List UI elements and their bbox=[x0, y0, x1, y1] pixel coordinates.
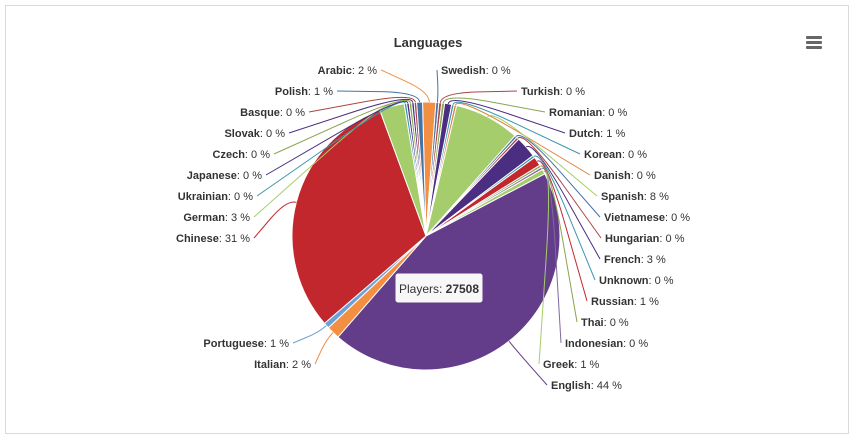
connector-thai bbox=[540, 165, 578, 323]
connector-slovak bbox=[288, 98, 414, 134]
data-label-ukrainian: Ukrainian: 0 % bbox=[178, 191, 253, 203]
label-connectors bbox=[253, 69, 602, 386]
tooltip-value: 27508 bbox=[446, 282, 480, 296]
connector-korean bbox=[452, 101, 581, 155]
connector-french bbox=[525, 145, 601, 260]
svg-text:Players: 27508: Players: 27508 bbox=[399, 282, 479, 296]
data-label-slovak: Slovak: 0 % bbox=[224, 128, 285, 140]
hamburger-menu-icon[interactable] bbox=[803, 32, 825, 52]
data-label-greek: Greek: 1 % bbox=[543, 359, 599, 371]
data-label-italian: Italian: 2 % bbox=[254, 359, 311, 371]
data-label-german: German: 3 % bbox=[183, 212, 250, 224]
connector-greek bbox=[538, 171, 550, 365]
connector-arabic bbox=[380, 69, 430, 103]
data-label-french: French: 3 % bbox=[604, 254, 666, 266]
connector-spanish bbox=[487, 115, 598, 197]
connector-hungarian bbox=[517, 136, 602, 239]
data-label-hungarian: Hungarian: 0 % bbox=[605, 233, 685, 245]
connector-dutch bbox=[447, 100, 566, 134]
data-label-indonesian: Indonesian: 0 % bbox=[565, 338, 648, 350]
connector-swedish bbox=[436, 69, 439, 103]
tooltip: Players: 27508 bbox=[394, 272, 484, 304]
data-label-turkish: Turkish: 0 % bbox=[521, 86, 585, 98]
connector-basque bbox=[308, 96, 416, 113]
connector-vietnamese bbox=[515, 135, 601, 218]
data-label-unknown: Unknown: 0 % bbox=[599, 275, 674, 287]
pie-slices bbox=[291, 101, 561, 371]
pie-slice-chinese[interactable] bbox=[291, 109, 427, 325]
connector-czech bbox=[273, 99, 411, 155]
data-label-basque: Basque: 0 % bbox=[240, 107, 305, 119]
data-label-arabic: Arabic: 2 % bbox=[318, 65, 378, 77]
data-label-spanish: Spanish: 8 % bbox=[601, 191, 669, 203]
connector-ukrainian bbox=[256, 101, 406, 197]
connector-polish bbox=[336, 90, 421, 103]
data-label-portuguese: Portuguese: 1 % bbox=[203, 338, 289, 350]
connector-russian bbox=[536, 160, 588, 302]
data-label-english: English: 44 % bbox=[551, 380, 622, 392]
connector-romanian bbox=[442, 97, 546, 113]
data-label-danish: Danish: 0 % bbox=[594, 170, 656, 182]
data-label-romanian: Romanian: 0 % bbox=[549, 107, 627, 119]
connector-chinese bbox=[253, 201, 297, 239]
data-label-dutch: Dutch: 1 % bbox=[569, 128, 625, 140]
data-label-vietnamese: Vietnamese: 0 % bbox=[604, 212, 690, 224]
connector-turkish bbox=[439, 90, 518, 103]
data-label-russian: Russian: 1 % bbox=[591, 296, 659, 308]
data-labels: Arabic: 2 % Swedish: 0 % Turkish: 0 % Roman… bbox=[176, 65, 690, 392]
data-label-swedish: Swedish: 0 % bbox=[441, 65, 511, 77]
data-label-japanese: Japanese: 0 % bbox=[187, 170, 262, 182]
data-label-czech: Czech: 0 % bbox=[213, 149, 271, 161]
connector-indonesian bbox=[541, 167, 562, 344]
connector-japanese bbox=[265, 100, 409, 176]
connector-italian bbox=[314, 332, 334, 365]
chart-title: Languages bbox=[394, 35, 463, 50]
data-label-thai: Thai: 0 % bbox=[581, 317, 629, 329]
data-label-polish: Polish: 1 % bbox=[275, 86, 333, 98]
connector-english bbox=[508, 340, 548, 386]
data-label-chinese: Chinese: 31 % bbox=[176, 233, 250, 245]
connector-portuguese bbox=[292, 325, 327, 344]
connector-unknown bbox=[533, 155, 596, 281]
data-label-korean: Korean: 0 % bbox=[584, 149, 647, 161]
tooltip-series-label: Players bbox=[399, 282, 439, 296]
